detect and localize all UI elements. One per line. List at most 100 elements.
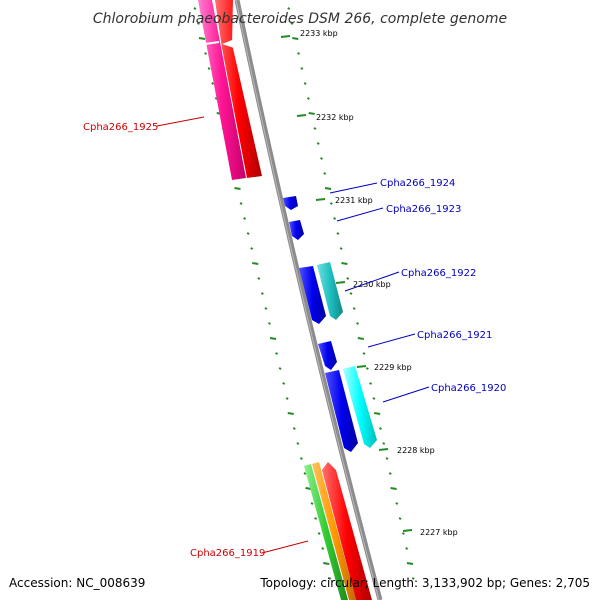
position-dot [243,217,247,220]
position-dot [207,67,211,70]
position-dot [300,67,304,70]
position-dot [287,7,291,10]
accession-text: Accession: NC_008639 [9,576,145,590]
gene-feature-green-1919 [304,464,348,600]
position-dot [395,502,399,505]
position-dot [316,142,320,145]
genome-backbone [234,0,383,600]
position-dot [297,52,301,55]
kbp-tick-label: 2228 kbp [397,446,435,455]
position-dot [378,427,382,430]
position-dot [292,37,299,40]
position-dot [306,97,310,100]
position-dot [246,232,250,235]
kbp-tick-label: 2230 kbp [353,280,391,289]
position-dot [352,307,356,310]
position-dot [324,187,332,190]
position-dot [390,487,397,490]
position-dot [296,442,300,445]
gene-feature-blue-1920 [325,370,358,452]
gene-label[interactable]: Cpha266_1923 [386,204,461,215]
position-dot [398,517,402,520]
position-dot [320,157,323,160]
position-dot [204,52,207,55]
gene-label[interactable]: Cpha266_1919 [190,548,265,559]
genome-summary-text: Topology: circular; Length: 3,133,902 bp… [259,576,590,590]
gene-label[interactable]: Cpha266_1921 [417,330,492,341]
position-dot [250,247,254,250]
gene-label[interactable]: Cpha266_1925 [83,122,158,133]
position-dot [193,7,197,10]
gene-labels: Cpha266_1925 Cpha266_1924 Cpha266_1923 Cpha… [83,116,506,559]
position-dot [198,37,206,40]
position-dot [323,562,330,565]
position-dot [382,442,386,445]
gene-leader-line [367,333,416,348]
position-dot [303,82,307,85]
gene-feature-blue-1923 [289,220,304,240]
position-dot [349,292,353,295]
gene-leader-line [261,540,309,554]
position-dot [336,232,340,235]
position-dot [269,337,277,340]
position-dot [239,202,243,205]
position-dot [287,412,294,415]
position-dot [314,517,318,520]
kbp-tick-mark [280,35,291,38]
position-dot [362,352,366,355]
position-dot [285,397,289,400]
kbp-tick-label: 2231 kbp [335,196,373,205]
position-dot [267,322,271,325]
gene-feature-red-1919 [322,462,372,600]
position-dot [292,427,296,430]
position-dot [369,382,373,385]
position-dot [317,532,321,535]
position-dot [333,217,337,220]
position-dot [372,397,376,400]
gene-feature-blue-1922 [299,266,326,324]
gene-leader-line [329,182,378,194]
position-dot [275,352,278,355]
kbp-tick-mark [335,281,346,284]
gene-label[interactable]: Cpha266_1920 [431,383,506,394]
gene-features [198,0,377,600]
gene-label[interactable]: Cpha266_1924 [380,178,455,189]
position-dot [234,187,241,190]
position-dot [329,202,333,205]
position-dot [211,82,215,85]
position-dot [356,322,359,325]
gene-feature-cyan-1920 [343,366,377,448]
gene-leader-line [156,116,205,127]
kbp-tick-label: 2227 kbp [420,528,458,537]
position-dot [264,307,268,310]
position-dot [260,292,264,295]
gene-feature-orange-1919 [312,462,356,600]
gene-feature-teal-1922 [317,262,343,320]
position-dot [278,367,282,370]
gene-feature-magenta [198,0,246,180]
position-dot [310,502,314,505]
position-dot [308,112,315,115]
map-title: Chlorobium phaeobacteroides DSM 266, com… [93,11,507,27]
position-dot [196,22,200,25]
gene-feature-blue-1921 [318,341,337,370]
gene-leader-line [344,271,400,292]
kbp-tick-mark [315,198,326,201]
kbp-tick-mark [296,114,307,117]
position-dot [388,472,392,475]
position-dot [401,532,405,535]
position-dot [303,472,307,475]
position-dot [341,262,348,265]
position-dot [406,562,414,565]
position-dot [411,577,415,580]
position-dot [365,367,369,370]
position-dot [290,22,294,25]
position-dot [374,412,381,415]
gene-label[interactable]: Cpha266_1922 [401,268,476,279]
genome-backbone-highlight [235,0,380,600]
position-dot [313,127,317,130]
position-dot [299,457,303,460]
position-dot [323,172,327,175]
